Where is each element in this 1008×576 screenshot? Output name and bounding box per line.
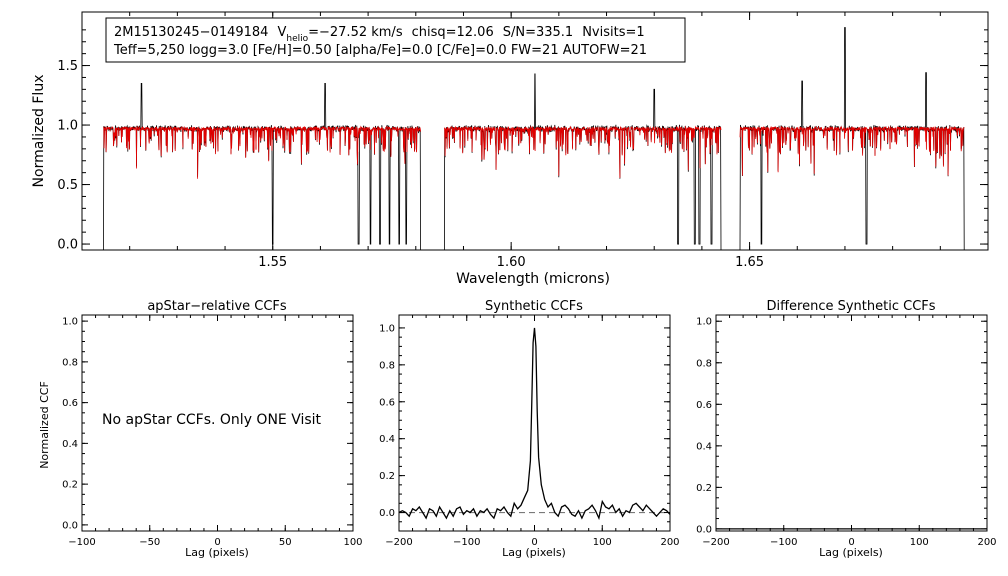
x-tick-label: 200 <box>977 537 996 548</box>
chisq-value: chisq=12.06 <box>412 25 494 40</box>
synthetic-ccf-title: Synthetic CCFs <box>485 299 583 314</box>
model-spectrum-line-chip-3 <box>739 125 965 176</box>
model-spectrum-line-chip-2 <box>444 125 722 178</box>
x-tick-label: −50 <box>139 537 160 548</box>
x-tick-label: 200 <box>660 537 679 548</box>
x-tick-label: 0 <box>214 537 220 548</box>
x-tick-label: 1.55 <box>258 255 287 270</box>
spectrum-ticks: 1.55 1.60 1.65 0.0 0.5 1.0 1.5 <box>57 12 989 270</box>
x-tick-label: 0 <box>531 537 537 548</box>
observed-spectrum-line-chip-2 <box>443 73 722 251</box>
y-tick-label: 0.0 <box>696 524 712 535</box>
y-tick-label: 0.4 <box>696 441 712 452</box>
y-tick-label: 0.2 <box>696 483 712 494</box>
y-tick-label: 0.6 <box>379 397 395 408</box>
spectrum-x-axis-label: Wavelength (microns) <box>456 271 610 287</box>
model-spectrum-series <box>103 125 965 179</box>
y-tick-label: 1.0 <box>379 323 395 334</box>
x-tick-label: 100 <box>910 537 929 548</box>
difference-ccf-title: Difference Synthetic CCFs <box>766 299 935 314</box>
spectrum-y-axis-label: Normalized Flux <box>31 75 47 188</box>
x-tick-label: −100 <box>770 537 797 548</box>
apstar-ccf-y-axis-label: Normalized CCF <box>38 381 51 469</box>
synthetic-ccf-plot-frame <box>398 314 671 532</box>
snr-value: S/N=335.1 <box>503 25 573 40</box>
observed-spectrum-line-chip-1 <box>103 83 422 251</box>
apstar-ccf-ticks: −100 −50 0 50 100 0.0 0.2 0.4 0.6 0.8 1.0 <box>62 315 363 548</box>
x-tick-label: 1.65 <box>735 255 764 270</box>
x-tick-label: −200 <box>702 537 729 548</box>
x-tick-label: 50 <box>279 537 292 548</box>
y-tick-label: 0.2 <box>379 471 395 482</box>
y-tick-label: 0.0 <box>57 238 78 253</box>
apstar-ccf-panel: −100 −50 0 50 100 0.0 0.2 0.4 0.6 0.8 1.0 apStar−r… <box>38 299 363 559</box>
info-line-1: 2M15130245−0149184 Vhelio=−27.52 km/s chis… <box>114 25 645 44</box>
synthetic-ccf-line <box>398 327 671 521</box>
x-tick-label: 1.60 <box>497 255 526 270</box>
difference-ccf-panel: −200 −100 0 100 200 0.0 0.2 0.4 0.6 0.8 1.0 Differ… <box>696 299 996 559</box>
model-spectrum-line-chip-1 <box>103 125 421 179</box>
apstar-ccf-x-axis-label: Lag (pixels) <box>185 546 249 559</box>
x-tick-label: −100 <box>453 537 480 548</box>
spectrum-info-box <box>105 17 686 63</box>
vhelio-subscript: helio <box>286 34 308 44</box>
y-tick-label: 0.8 <box>696 358 712 369</box>
apstar-ccf-title: apStar−relative CCFs <box>147 299 287 314</box>
y-tick-label: 0.4 <box>62 439 78 450</box>
vhelio-value: =−27.52 km/s <box>308 25 403 40</box>
x-tick-label: 0 <box>848 537 854 548</box>
y-tick-label: 0.0 <box>379 508 395 519</box>
synthetic-ccf-x-axis-label: Lag (pixels) <box>502 546 566 559</box>
difference-ccf-ticks: −200 −100 0 100 200 0.0 0.2 0.4 0.6 0.8 1.0 <box>696 315 997 548</box>
x-tick-label: −200 <box>385 537 412 548</box>
no-ccf-annotation: No apStar CCFs. Only ONE Visit <box>102 412 322 428</box>
x-tick-label: 100 <box>593 537 612 548</box>
y-tick-label: 1.5 <box>57 59 78 74</box>
info-line-2: Teff=5,250 logg=3.0 [Fe/H]=0.50 [alpha/F… <box>113 43 647 58</box>
synthetic-ccf-ticks: −200 −100 0 100 200 0.0 0.2 0.4 0.6 0.8 1.0 <box>379 315 680 548</box>
star-id: 2M15130245−0149184 <box>114 25 268 40</box>
y-tick-label: 0.8 <box>379 360 395 371</box>
nvisits-value: Nvisits=1 <box>582 25 644 40</box>
spectrum-plot-frame <box>81 11 989 251</box>
vhelio-symbol: V <box>277 25 286 40</box>
y-tick-label: 0.4 <box>379 434 395 445</box>
y-tick-label: 1.0 <box>696 317 712 328</box>
y-tick-label: 0.0 <box>62 520 78 531</box>
y-tick-label: 0.6 <box>62 398 78 409</box>
x-tick-label: −100 <box>68 537 95 548</box>
difference-ccf-plot-frame <box>715 314 988 532</box>
y-tick-label: 1.0 <box>62 317 78 328</box>
spectrum-panel: 1.55 1.60 1.65 0.0 0.5 1.0 1.5 Wavelength (mic… <box>31 11 989 287</box>
y-tick-label: 0.5 <box>57 178 78 193</box>
y-tick-label: 1.0 <box>57 119 78 134</box>
y-tick-label: 0.2 <box>62 480 78 491</box>
difference-ccf-x-axis-label: Lag (pixels) <box>819 546 883 559</box>
x-tick-label: 100 <box>343 537 362 548</box>
y-tick-label: 0.6 <box>696 400 712 411</box>
y-tick-label: 0.8 <box>62 357 78 368</box>
synthetic-ccf-panel: −200 −100 0 100 200 0.0 0.2 0.4 0.6 0.8 1.0 Synthe… <box>379 299 679 559</box>
